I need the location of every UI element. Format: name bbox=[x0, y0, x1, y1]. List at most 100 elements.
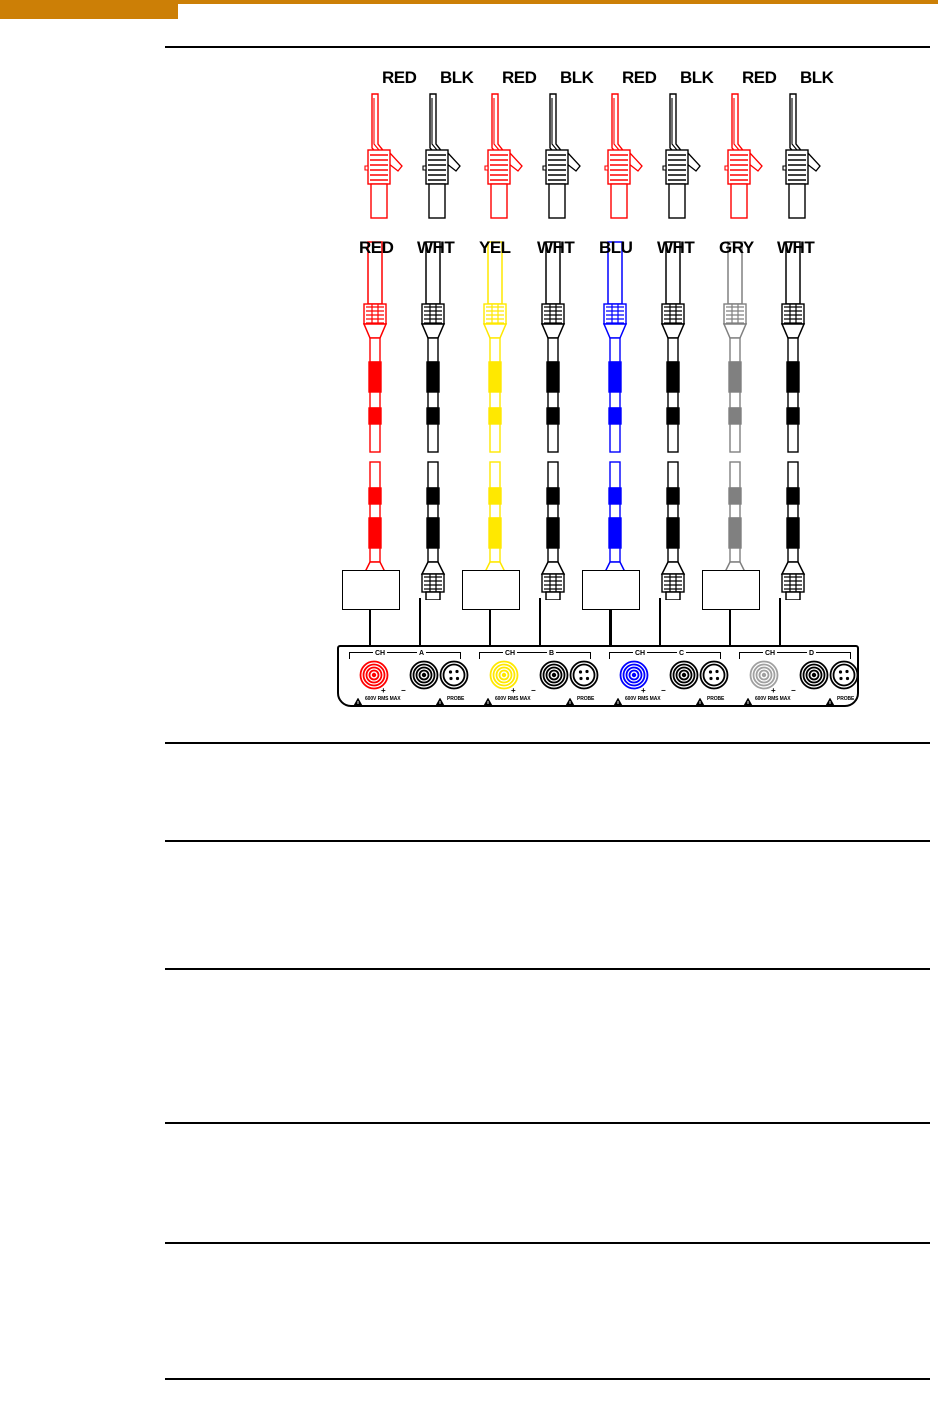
probe-tip-label-red-chb: RED bbox=[502, 68, 537, 87]
instrument-input-panel: CH A + −600V RMS MAX PROBE CH B + −600V RMS MAX P… bbox=[337, 645, 859, 707]
voltage-rating-label-chb: 600V RMS MAX bbox=[495, 696, 531, 702]
probe-tip-blk-cha bbox=[416, 88, 472, 219]
rule-below-figure bbox=[165, 742, 930, 744]
lead-wire-positive-chd bbox=[729, 598, 731, 662]
probe-connector-chc[interactable] bbox=[699, 660, 729, 690]
callout-box-chb bbox=[462, 570, 520, 610]
callout-box-chc bbox=[582, 570, 640, 610]
banana-jack-negative-cha[interactable] bbox=[409, 660, 439, 690]
lead-wire-positive-chb bbox=[489, 598, 491, 662]
probe-tip-label-blk-chb: BLK bbox=[560, 68, 594, 87]
channel-word-label-b: CH bbox=[503, 650, 518, 658]
channel-word-label-d: CH bbox=[763, 650, 778, 658]
banana-jack-positive-cha[interactable] bbox=[359, 660, 389, 690]
banana-jack-negative-chd[interactable] bbox=[799, 660, 829, 690]
polarity-plus-cha: + bbox=[381, 686, 386, 695]
top-accent-rule bbox=[0, 0, 938, 4]
banana-jack-negative-chc[interactable] bbox=[669, 660, 699, 690]
lead-label-gry-chd: GRY bbox=[719, 238, 754, 257]
warning-triangle-icon-voltage-chd bbox=[742, 694, 754, 707]
lead-label-wht-chc: WHT bbox=[657, 238, 695, 257]
callout-box-chd bbox=[702, 570, 760, 610]
rule-4 bbox=[165, 1122, 930, 1124]
rule-3 bbox=[165, 968, 930, 970]
banana-jack-negative-chb[interactable] bbox=[539, 660, 569, 690]
probe-tip-red-chb bbox=[478, 88, 534, 219]
probe-group-channel-d: RED BLK GRY WHT bbox=[712, 68, 872, 730]
channel-bracket-c bbox=[609, 652, 721, 659]
voltage-rating-label-cha: 600V RMS MAX bbox=[365, 696, 401, 702]
probe-connector-label-cha: PROBE bbox=[447, 696, 465, 702]
test-lead-yel-chb bbox=[478, 240, 510, 605]
callout-box-cha bbox=[342, 570, 400, 610]
voltage-rating-label-chc: 600V RMS MAX bbox=[625, 696, 661, 702]
test-lead-wht-chb bbox=[536, 240, 568, 605]
channel-letter-label-c: C bbox=[677, 650, 687, 658]
channel-letter-label-d: D bbox=[807, 650, 817, 658]
probe-connector-label-chb: PROBE bbox=[577, 696, 595, 702]
polarity-plus-chd: + bbox=[771, 686, 776, 695]
test-lead-gry-chd bbox=[718, 240, 750, 605]
lead-label-yel-chb: YEL bbox=[479, 238, 511, 257]
channel-bracket-d bbox=[739, 652, 851, 659]
channel-bracket-a bbox=[349, 652, 461, 659]
probe-tip-label-red-cha: RED bbox=[382, 68, 417, 87]
probe-group-channel-b: RED BLK YEL WHT bbox=[472, 68, 632, 730]
probe-tip-label-blk-cha: BLK bbox=[440, 68, 474, 87]
input-group-channel-b: CH B + −600V RMS MAX PROBE bbox=[473, 649, 599, 707]
polarity-minus-chd: − bbox=[791, 686, 796, 695]
lead-wire-negative-chd bbox=[779, 598, 781, 662]
input-group-channel-c: CH C + −600V RMS MAX PROBE bbox=[603, 649, 729, 707]
test-lead-wht-cha bbox=[416, 240, 448, 605]
banana-jack-positive-chc[interactable] bbox=[619, 660, 649, 690]
figure-probe-connection: RED BLK RED WHT RED BLK YEL WHT RED BLK BLU WHT RED B… bbox=[0, 68, 938, 730]
channel-word-label-a: CH bbox=[373, 650, 388, 658]
probe-tip-blk-chc bbox=[656, 88, 712, 219]
voltage-rating-label-chd: 600V RMS MAX bbox=[755, 696, 791, 702]
probe-tip-red-chc bbox=[598, 88, 654, 219]
banana-jack-positive-chb[interactable] bbox=[489, 660, 519, 690]
probe-connector-label-chc: PROBE bbox=[707, 696, 725, 702]
probe-tip-label-blk-chc: BLK bbox=[680, 68, 714, 87]
polarity-minus-cha: − bbox=[401, 686, 406, 695]
warning-triangle-icon-probe-chb bbox=[564, 694, 576, 707]
warning-triangle-icon-probe-chc bbox=[694, 694, 706, 707]
test-lead-blu-chc bbox=[598, 240, 630, 605]
probe-tip-red-cha bbox=[358, 88, 414, 219]
rule-top-figure bbox=[165, 46, 930, 48]
probe-connector-chd[interactable] bbox=[829, 660, 859, 690]
lead-label-wht-chb: WHT bbox=[537, 238, 575, 257]
polarity-plus-chb: + bbox=[511, 686, 516, 695]
channel-bracket-b bbox=[479, 652, 591, 659]
probe-connector-chb[interactable] bbox=[569, 660, 599, 690]
lead-label-red-cha: RED bbox=[359, 238, 394, 257]
channel-letter-label-a: A bbox=[417, 650, 427, 658]
polarity-minus-chb: − bbox=[531, 686, 536, 695]
probe-connector-label-chd: PROBE bbox=[837, 696, 855, 702]
rule-6 bbox=[165, 1378, 930, 1380]
input-group-channel-d: CH D + −600V RMS MAX PROBE bbox=[733, 649, 859, 707]
channel-letter-label-b: B bbox=[547, 650, 557, 658]
lead-wire-positive-cha bbox=[369, 598, 371, 662]
probe-tip-red-chd bbox=[718, 88, 774, 219]
lead-wire-negative-chc bbox=[659, 598, 661, 662]
lead-label-blu-chc: BLU bbox=[599, 238, 633, 257]
probe-connector-cha[interactable] bbox=[439, 660, 469, 690]
warning-triangle-icon-voltage-chb bbox=[482, 694, 494, 707]
test-lead-red-cha bbox=[358, 240, 390, 605]
probe-tip-label-red-chc: RED bbox=[622, 68, 657, 87]
lead-label-wht-chd: WHT bbox=[777, 238, 815, 257]
probe-tip-blk-chd bbox=[776, 88, 832, 219]
banana-jack-positive-chd[interactable] bbox=[749, 660, 779, 690]
probe-tip-label-red-chd: RED bbox=[742, 68, 777, 87]
probe-tip-blk-chb bbox=[536, 88, 592, 219]
warning-triangle-icon-probe-cha bbox=[434, 694, 446, 707]
polarity-minus-chc: − bbox=[661, 686, 666, 695]
rule-2 bbox=[165, 840, 930, 842]
lead-wire-negative-chb bbox=[539, 598, 541, 662]
probe-group-channel-c: RED BLK BLU WHT bbox=[592, 68, 752, 730]
lead-wire-positive-chc bbox=[609, 598, 612, 662]
warning-triangle-icon-voltage-chc bbox=[612, 694, 624, 707]
warning-triangle-icon-voltage-cha bbox=[352, 694, 364, 707]
input-group-channel-a: CH A + −600V RMS MAX PROBE bbox=[343, 649, 469, 707]
